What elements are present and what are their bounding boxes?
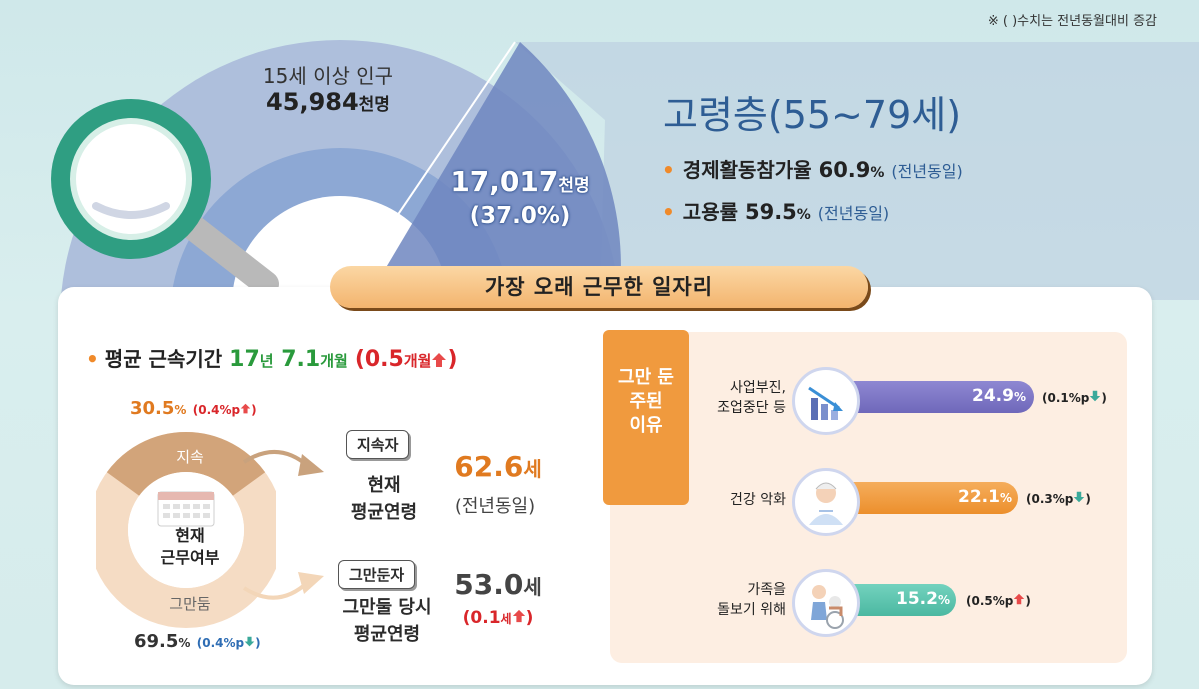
- reason-label: 사업부진, 조업중단 등: [717, 380, 786, 416]
- connector-arrows: [242, 449, 324, 600]
- continuing-worker-tag: 지속자: [346, 430, 410, 459]
- quit-share: 69.5% (0.4%p): [134, 631, 261, 652]
- up-arrow-icon: [512, 609, 525, 623]
- reason-change: (0.3%p): [1026, 491, 1091, 506]
- senior-wedge-graphic: [339, 41, 1199, 300]
- participation-rate: • 경제활동참가율 60.9% (전년동일): [662, 158, 963, 182]
- reason-value: 15.2%: [896, 589, 950, 609]
- employment-status-donut: [96, 432, 276, 628]
- reason-change: (0.1%p): [1042, 390, 1107, 405]
- quitter-age-value: 53.0세: [454, 568, 542, 601]
- continuing-label: 지속: [176, 448, 204, 466]
- quit-label: 그만둠: [169, 595, 211, 613]
- senior-title: 고령층(55~79세): [663, 93, 962, 137]
- reason-change: (0.5%p): [966, 593, 1031, 608]
- senior-share: (37.0%): [469, 203, 571, 229]
- reasons-tab: 그만 둔 주된 이유: [603, 330, 689, 505]
- employment-rate: • 고용률 59.5% (전년동일): [662, 200, 890, 224]
- magnifier-icon: [51, 99, 279, 297]
- quitter-tag: 그만둔자: [338, 560, 416, 589]
- family-care-icon: [792, 569, 860, 637]
- quitter-age-label: 그만둘 당시 평균연령: [342, 597, 432, 645]
- up-arrow-icon: [432, 353, 447, 367]
- reason-label: 가족을 돌보기 위해: [717, 582, 786, 618]
- quitter-age-change: (0.1세): [462, 608, 534, 628]
- down-arrow-icon: [1074, 491, 1085, 503]
- population-value: 45,984천명: [266, 88, 390, 116]
- down-arrow-icon: [1090, 390, 1101, 402]
- continuing-age-label: 현재 평균연령: [350, 475, 418, 523]
- population-label: 15세 이상 인구: [262, 64, 394, 88]
- bar-chart-down-icon: [792, 367, 860, 435]
- patient-icon: [792, 468, 860, 536]
- down-arrow-icon: [244, 636, 255, 647]
- continuing-age-value: 62.6세: [454, 450, 542, 483]
- status-center-label: 현재 근무여부: [160, 526, 220, 567]
- reason-value: 24.9%: [972, 386, 1026, 406]
- continuing-age-change: (전년동일): [454, 496, 536, 517]
- reason-value: 22.1%: [958, 487, 1012, 507]
- up-arrow-icon: [240, 403, 251, 414]
- note-text: ※ ( )수치는 전년동월대비 증감: [987, 14, 1157, 29]
- average-tenure: • 평균 근속기간 17년 7.1개월 (0.5개월): [86, 347, 458, 372]
- reason-label: 건강 악화: [730, 492, 786, 508]
- up-arrow-icon: [1014, 593, 1025, 605]
- card-banner: 가장 오래 근무한 일자리: [330, 266, 868, 308]
- senior-count: 17,017천명: [450, 165, 590, 198]
- continuing-share: 30.5% (0.4%p): [130, 398, 257, 419]
